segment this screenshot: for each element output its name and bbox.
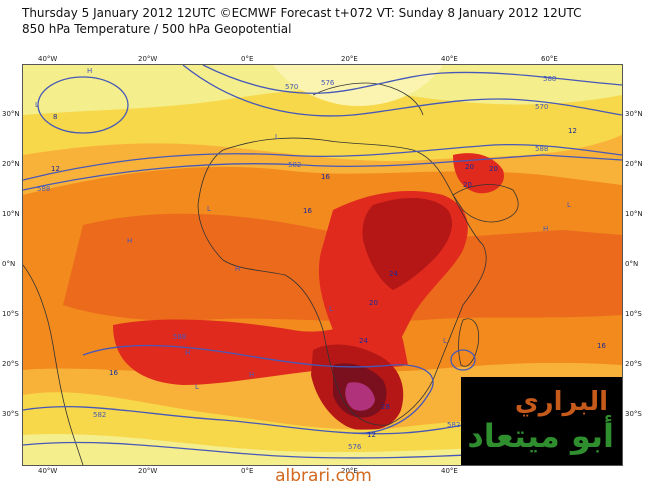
low-pressure-mark: L [195, 383, 199, 391]
lat-label-right: 10°S [625, 310, 642, 318]
temp-label: 20 [463, 181, 472, 189]
lat-label-left: 30°S [2, 410, 19, 418]
madagascar-coastline [458, 318, 480, 367]
forecast-title: Thursday 5 January 2012 12UTC ©ECMWF For… [22, 6, 582, 20]
temp-label: 16 [109, 369, 118, 377]
temp-label: 24 [359, 337, 368, 345]
high-pressure-mark: H [87, 67, 93, 75]
temp-label: 20 [369, 299, 378, 307]
lat-label-right: 20°N [625, 160, 643, 168]
high-pressure-mark: H [185, 349, 191, 357]
south-america-coastline [23, 264, 84, 465]
contour-label: 588 [37, 185, 51, 193]
mediterranean-coastline [312, 82, 424, 116]
closed-contour-madagascar [450, 349, 476, 371]
low-pressure-mark: L [35, 101, 39, 109]
lat-label-right: 10°N [625, 210, 643, 218]
lon-label-bottom: 0°E [241, 467, 254, 475]
low-pressure-mark: L [443, 337, 447, 345]
high-pressure-mark: H [235, 265, 241, 273]
lat-label-right: 20°S [625, 360, 642, 368]
lat-label-left: 30°N [2, 110, 20, 118]
lon-label-top: 20°E [341, 55, 358, 63]
lat-label-right: 30°S [625, 410, 642, 418]
forecast-subtitle: 850 hPa Temperature / 500 hPa Geopotenti… [22, 22, 292, 36]
low-pressure-mark: L [329, 305, 333, 313]
contour-588-north [23, 154, 622, 191]
arabia-coastline [452, 184, 519, 223]
lon-label-top: 40°W [38, 55, 58, 63]
lon-label-bottom: 20°W [138, 467, 158, 475]
lat-label-left: 0°N [2, 260, 16, 268]
lat-label-left: 10°N [2, 210, 20, 218]
contour-label: 576 [348, 443, 362, 451]
temp-band-med [273, 65, 443, 106]
low-pressure-mark: L [275, 133, 279, 141]
contour-588-south [82, 344, 434, 434]
temp-label: 28 [381, 403, 390, 411]
contour-label: 588 [543, 75, 557, 83]
temp-label: 24 [389, 270, 398, 278]
contour-label: 582 [447, 421, 461, 429]
africa-coastline [197, 137, 487, 426]
temp-label: 16 [321, 173, 330, 181]
logo-text-bottom: أبو ميتعاد [467, 417, 614, 455]
temp-label: 12 [367, 431, 376, 439]
temp-label: 12 [568, 127, 577, 135]
africa-hotter-region [362, 198, 453, 290]
lon-label-top: 60°E [541, 55, 558, 63]
lon-label-bottom: 20°E [341, 467, 358, 475]
lon-label-top: 20°W [138, 55, 158, 63]
contour-label: 570 [285, 83, 299, 91]
high-pressure-mark: H [543, 225, 549, 233]
lat-label-left: 20°N [2, 160, 20, 168]
arabia-hot-region [453, 153, 504, 194]
lat-label-left: 20°S [2, 360, 19, 368]
contour-label: 582 [93, 411, 107, 419]
temp-label: 20 [465, 163, 474, 171]
southern-africa-peak [345, 382, 375, 411]
lon-label-bottom: 40°W [38, 467, 58, 475]
contour-570 [202, 65, 622, 94]
high-pressure-mark: H [127, 237, 133, 245]
low-pressure-mark: L [567, 201, 571, 209]
closed-contour-low-atlantic [37, 76, 129, 134]
temp-label: 8 [53, 113, 58, 121]
contour-label: 588 [535, 145, 549, 153]
temp-label: 16 [597, 342, 606, 350]
contour-label: 576 [321, 79, 335, 87]
temp-label: 20 [489, 165, 498, 173]
contour-582 [23, 144, 622, 181]
lon-label-top: 40°E [441, 55, 458, 63]
logo-text-top: البراري [514, 387, 608, 417]
albrari-logo: البراري أبو ميتعاد [461, 377, 622, 465]
site-watermark: albrari.com [275, 466, 372, 486]
lon-label-bottom: 40°E [441, 467, 458, 475]
lat-label-right: 30°N [625, 110, 643, 118]
lon-label-top: 0°E [241, 55, 254, 63]
contour-label: 570 [535, 103, 549, 111]
lat-label-right: 0°N [625, 260, 639, 268]
contour-576 [182, 65, 622, 117]
temp-label: 12 [51, 165, 60, 173]
low-pressure-mark: L [207, 205, 211, 213]
temp-band-north-pale [23, 65, 622, 115]
high-pressure-mark: H [249, 371, 255, 379]
contour-label: 582 [288, 161, 302, 169]
contour-label: 588 [173, 333, 187, 341]
lat-label-left: 10°S [2, 310, 19, 318]
temp-label: 16 [303, 207, 312, 215]
